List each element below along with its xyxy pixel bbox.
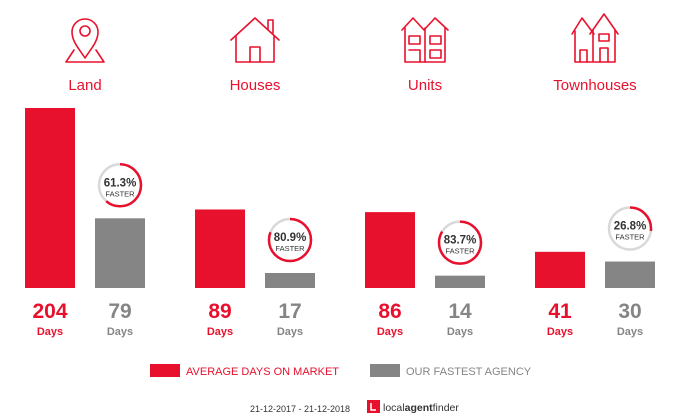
legend-swatch-fastest — [370, 364, 400, 377]
value-unit-label: Days — [37, 326, 63, 338]
faster-percent: 26.8% — [614, 221, 647, 233]
faster-percent: 83.7% — [444, 235, 477, 247]
house-icon — [230, 17, 280, 63]
bar-average-days — [195, 209, 245, 288]
faster-word: FASTER — [445, 247, 475, 256]
bar-fastest-agency — [605, 261, 655, 288]
faster-word: FASTER — [275, 244, 305, 253]
value-label: 14 — [448, 300, 472, 323]
brand-wordmark: localagentfinder — [383, 402, 459, 414]
faster-ring: 26.8%FASTER — [607, 206, 653, 251]
value-unit-label: Days — [377, 326, 403, 338]
bar-fastest-agency — [265, 273, 315, 288]
value-unit-label: Days — [207, 326, 233, 338]
category-label: Townhouses — [553, 77, 636, 94]
category-label: Land — [68, 77, 101, 94]
value-label: 30 — [618, 300, 641, 323]
brand-prefix: local — [383, 402, 405, 414]
value-unit-label: Days — [107, 326, 133, 338]
value-label: 17 — [278, 300, 301, 323]
value-unit-label: Days — [547, 326, 573, 338]
value-label: 89 — [208, 300, 231, 323]
faster-ring-progress — [607, 206, 653, 251]
brand-middle: agent — [405, 402, 434, 414]
faster-ring-progress — [437, 220, 483, 265]
bars — [25, 108, 655, 288]
faster-word: FASTER — [615, 233, 645, 242]
faster-ring-progress — [267, 217, 313, 263]
category-icons — [65, 13, 619, 63]
faster-word: FASTER — [105, 189, 135, 198]
value-label: 204 — [32, 300, 67, 323]
bar-fastest-agency — [435, 275, 485, 288]
legend-label-fastest: OUR FASTEST AGENCY — [406, 366, 532, 378]
map-pin-icon — [65, 18, 105, 63]
date-range: 21-12-2017 - 21-12-2018 — [250, 404, 350, 414]
brand-suffix: finder — [433, 402, 460, 414]
bar-average-days — [535, 251, 585, 288]
faster-percent: 61.3% — [104, 177, 137, 189]
footer: 21-12-2017 - 21-12-2018 localagentfinder — [250, 400, 459, 414]
value-unit-label: Days — [447, 326, 473, 338]
value-label: 86 — [378, 300, 401, 323]
category-label: Houses — [230, 77, 281, 94]
legend-label-average: AVERAGE DAYS ON MARKET — [186, 366, 339, 378]
bar-average-days — [365, 212, 415, 288]
category-label: Units — [408, 77, 442, 94]
value-label: 79 — [108, 300, 131, 323]
faster-ring-progress — [97, 163, 143, 208]
legend: AVERAGE DAYS ON MARKET OUR FASTEST AGENC… — [150, 364, 532, 378]
faster-percent: 80.9% — [274, 232, 307, 244]
faster-ring: 61.3%FASTER — [97, 163, 143, 208]
legend-swatch-average — [150, 364, 180, 377]
unit-building-icon — [401, 17, 449, 63]
bar-average-days — [25, 108, 75, 288]
faster-ring: 80.9%FASTER — [267, 217, 313, 263]
bar-fastest-agency — [95, 218, 145, 288]
value-unit-label: Days — [277, 326, 303, 338]
brand-logo-mark — [370, 403, 376, 411]
faster-rings: 61.3%FASTER80.9%FASTER83.7%FASTER26.8%FA… — [97, 163, 653, 265]
value-label: 41 — [548, 300, 572, 323]
category-labels: Land Houses Units Townhouses — [68, 77, 636, 94]
value-labels: 204 Days 79 Days 89 Days 17 Days 86 Days 14 Days 41 D… — [32, 300, 643, 338]
townhouse-icon — [571, 13, 619, 63]
brand-logo-box — [367, 400, 380, 413]
faster-ring: 83.7%FASTER — [437, 220, 483, 265]
value-unit-label: Days — [617, 326, 643, 338]
